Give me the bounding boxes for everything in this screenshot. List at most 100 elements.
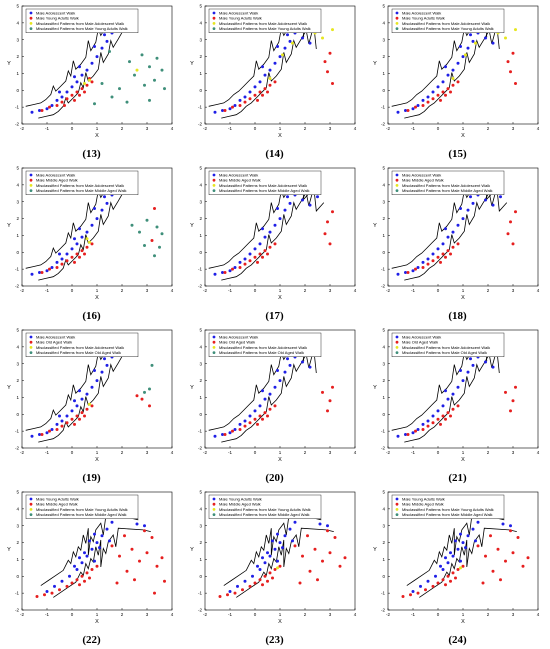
data-point — [456, 242, 460, 246]
data-point — [446, 87, 450, 91]
x-tick-label: 0 — [254, 612, 257, 617]
data-point — [30, 272, 34, 276]
legend-label: Misclassified Patterns from Male Adolesc… — [219, 345, 307, 350]
legend-label: Male Old Aged Walk — [219, 340, 255, 345]
data-point — [316, 195, 319, 199]
y-tick-label: 2 — [382, 216, 385, 221]
data-point — [150, 363, 154, 367]
legend-marker — [212, 502, 216, 506]
data-point — [103, 357, 106, 361]
data-point — [50, 104, 54, 107]
data-point — [138, 559, 141, 563]
data-point — [261, 255, 264, 259]
legend-label: Misclassified Patterns from Male Adolesc… — [219, 183, 307, 188]
data-point — [150, 239, 154, 242]
data-point — [441, 242, 445, 246]
legend-marker — [212, 346, 216, 349]
data-point — [308, 365, 312, 369]
y-tick-label: 2 — [16, 216, 19, 221]
data-point — [50, 591, 54, 595]
data-point — [143, 83, 146, 87]
legend-marker — [212, 508, 216, 511]
legend-label: Male Young Adults Walk — [402, 16, 445, 21]
legend-marker — [212, 351, 216, 354]
legend-marker — [29, 497, 33, 501]
data-point — [313, 547, 317, 551]
data-point — [233, 428, 237, 431]
data-point — [268, 571, 272, 575]
y-tick-label: -2 — [381, 122, 385, 127]
data-point — [65, 584, 69, 588]
data-point — [439, 564, 442, 568]
data-point — [308, 41, 312, 45]
y-tick-label: 3 — [199, 523, 202, 528]
data-point — [454, 539, 457, 543]
data-point — [95, 379, 99, 383]
data-point — [514, 385, 517, 389]
data-point — [491, 365, 495, 369]
data-point — [459, 207, 462, 210]
y-tick-label: 5 — [199, 328, 202, 333]
scatter-panel: -2 -1 0 1 2 3 4 -2 -1 0 1 2 3 4 5 X Y Male Adolescent Wal… — [0, 324, 183, 486]
y-tick-label: 5 — [382, 166, 385, 171]
legend-label: Male Young Adults Walk — [36, 497, 79, 502]
data-point — [293, 544, 297, 548]
legend-marker — [212, 513, 216, 516]
data-point — [288, 363, 292, 367]
y-tick-label: -1 — [381, 267, 385, 272]
data-point — [93, 207, 96, 210]
data-point — [228, 107, 232, 111]
data-point — [256, 260, 259, 264]
data-point — [85, 554, 89, 558]
data-point — [248, 259, 252, 263]
data-point — [436, 581, 440, 585]
data-point — [298, 581, 302, 585]
data-point — [213, 434, 217, 438]
data-point — [138, 230, 141, 234]
data-point — [456, 404, 460, 408]
legend-label: Male Old Aged Walk — [36, 340, 72, 345]
data-point — [163, 87, 166, 91]
x-axis-label: X — [461, 619, 465, 625]
data-point — [449, 551, 452, 555]
data-point — [155, 564, 159, 568]
y-axis-label: Y — [190, 385, 194, 391]
data-point — [431, 97, 435, 101]
data-point — [243, 579, 247, 583]
data-point — [426, 257, 430, 261]
legend — [208, 494, 322, 519]
data-point — [301, 198, 304, 202]
data-point — [421, 104, 425, 107]
data-point — [143, 529, 146, 533]
data-point — [45, 590, 49, 593]
data-point — [258, 90, 262, 94]
legend-marker — [395, 184, 399, 187]
data-point — [65, 97, 69, 101]
data-point — [338, 564, 342, 568]
data-point — [243, 262, 247, 266]
legend — [391, 332, 505, 357]
data-point — [78, 65, 81, 69]
scatter-plot: -2 -1 0 1 2 3 4 -2 -1 0 1 2 3 4 5 X Y Male Adolescent Wal… — [7, 328, 174, 463]
data-point — [464, 546, 467, 550]
data-point — [416, 104, 420, 107]
data-point — [110, 544, 114, 548]
y-tick-label: -1 — [198, 591, 202, 596]
data-point — [143, 244, 146, 247]
data-point — [509, 409, 512, 413]
scatter-panel: -2 -1 0 1 2 3 4 -2 -1 0 1 2 3 4 5 X Y Male Adolescent Wal… — [366, 324, 549, 486]
data-point — [90, 404, 94, 408]
data-point — [476, 544, 480, 548]
data-point — [160, 232, 164, 236]
data-point — [261, 227, 264, 231]
legend-label: Male Young Adults Walk — [402, 497, 445, 502]
y-tick-label: 0 — [382, 250, 385, 255]
x-tick-label: 1 — [462, 288, 465, 293]
data-point — [286, 357, 289, 361]
data-point — [98, 546, 101, 550]
scatter-panel: -2 -1 0 1 2 3 4 -2 -1 0 1 2 3 4 5 X Y Male Adolescent Wal… — [183, 0, 366, 162]
x-tick-label: 3 — [512, 612, 515, 617]
data-point — [80, 249, 84, 253]
data-point — [78, 255, 81, 259]
data-point — [75, 80, 79, 84]
